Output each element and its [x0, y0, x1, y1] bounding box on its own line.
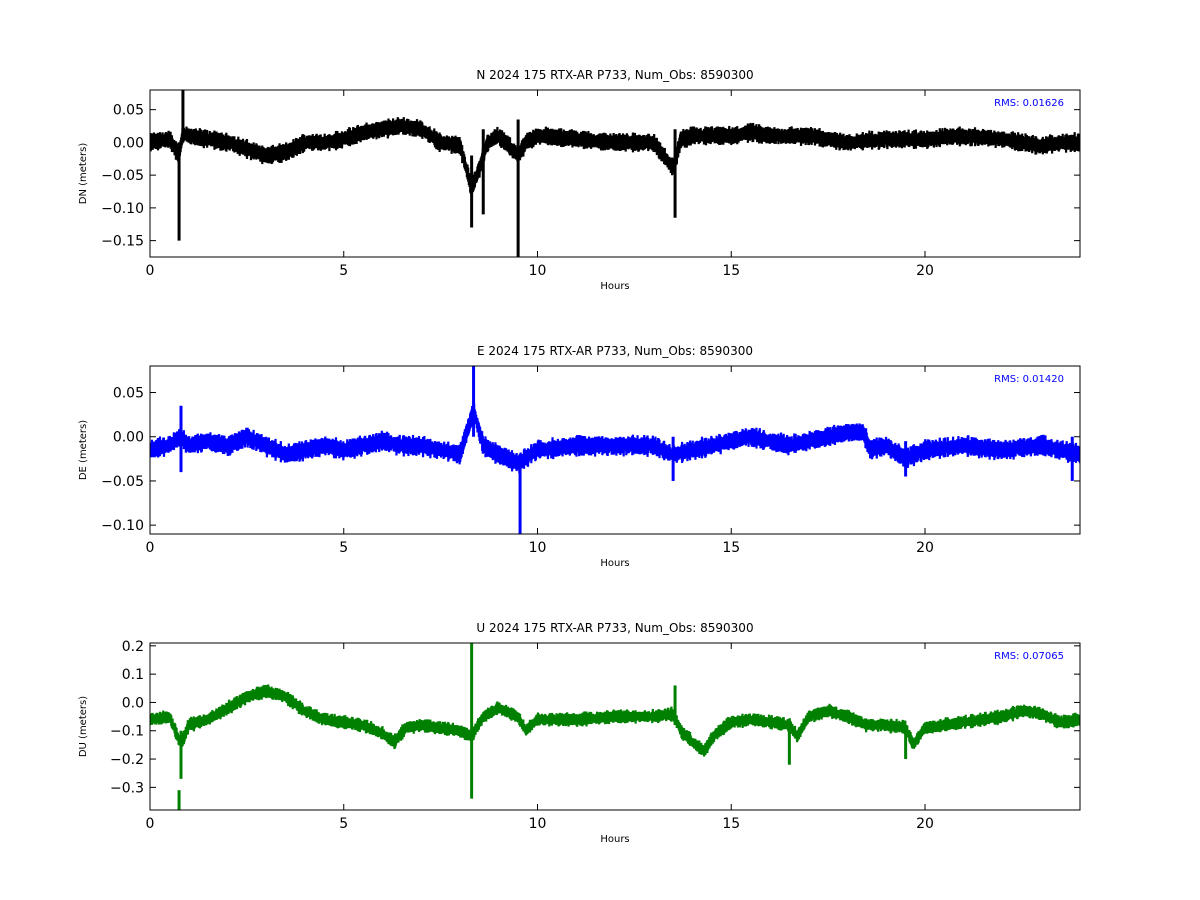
- chart-panel-2: E 2024 175 RTX-AR P733, Num_Obs: 8590300…: [78, 344, 1081, 569]
- y-tick-label: −0.10: [101, 518, 144, 534]
- y-tick-label: 0.05: [113, 103, 144, 119]
- rms-annotation: RMS: 0.07065: [994, 651, 1064, 662]
- y-tick-label: 0.1: [122, 667, 144, 683]
- x-tick-label: 5: [339, 816, 348, 832]
- data-series: [150, 90, 1080, 257]
- x-tick-label: 15: [722, 816, 740, 832]
- y-tick-label: 0.0: [122, 695, 144, 711]
- y-tick-label: −0.15: [101, 234, 144, 250]
- x-tick-label: 15: [722, 540, 740, 556]
- x-tick-label: 20: [916, 263, 934, 279]
- y-tick-label: 0.2: [122, 639, 144, 655]
- axes-frame: [149, 89, 1081, 258]
- data-series: [150, 366, 1080, 534]
- x-tick-label: 5: [339, 263, 348, 279]
- series-trace: [150, 117, 1080, 195]
- rms-annotation: RMS: 0.01420: [994, 374, 1064, 385]
- y-tick-label: 0.00: [113, 135, 144, 151]
- data-series: [150, 643, 1080, 810]
- y-axis-label: DU (meters): [78, 696, 89, 757]
- x-tick-label: 20: [916, 540, 934, 556]
- y-tick-label: −0.2: [110, 752, 144, 768]
- x-tick-label: 10: [529, 816, 547, 832]
- y-tick-label: −0.05: [101, 474, 144, 490]
- x-tick-label: 0: [146, 540, 155, 556]
- y-tick-label: 0.05: [113, 386, 144, 402]
- chart-title: U 2024 175 RTX-AR P733, Num_Obs: 8590300: [476, 621, 753, 635]
- x-tick-label: 0: [146, 816, 155, 832]
- y-axis-label: DN (meters): [78, 143, 89, 205]
- y-axis-label: DE (meters): [78, 420, 89, 480]
- y-tick-label: −0.1: [110, 724, 144, 740]
- chart-title: E 2024 175 RTX-AR P733, Num_Obs: 8590300: [477, 344, 753, 358]
- chart-title: N 2024 175 RTX-AR P733, Num_Obs: 8590300: [476, 68, 753, 82]
- axes-frame: [149, 642, 1081, 811]
- y-tick-label: −0.3: [110, 780, 144, 796]
- x-tick-label: 5: [339, 540, 348, 556]
- x-tick-label: 10: [529, 540, 547, 556]
- x-tick-label: 20: [916, 816, 934, 832]
- series-trace: [150, 403, 1080, 474]
- x-axis-label: Hours: [600, 834, 629, 845]
- y-tick-label: −0.10: [101, 201, 144, 217]
- x-tick-label: 15: [722, 263, 740, 279]
- x-tick-label: 0: [146, 263, 155, 279]
- chart-panel-3: U 2024 175 RTX-AR P733, Num_Obs: 8590300…: [78, 621, 1081, 845]
- series-trace: [150, 684, 1080, 757]
- rms-annotation: RMS: 0.01626: [994, 98, 1064, 109]
- y-tick-label: 0.00: [113, 430, 144, 446]
- axes-frame: [149, 365, 1081, 535]
- x-axis-label: Hours: [600, 281, 629, 292]
- x-axis-label: Hours: [600, 558, 629, 569]
- chart-panel-1: N 2024 175 RTX-AR P733, Num_Obs: 8590300…: [78, 68, 1081, 292]
- x-tick-label: 10: [529, 263, 547, 279]
- y-tick-label: −0.05: [101, 168, 144, 184]
